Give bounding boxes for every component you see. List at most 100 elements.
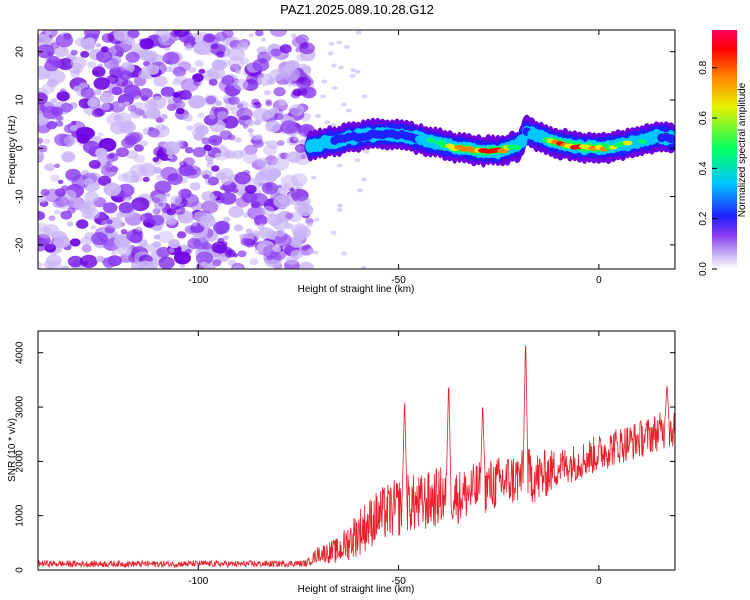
noise-blob bbox=[235, 69, 241, 74]
noise-blob bbox=[48, 215, 56, 221]
noise-blob bbox=[138, 49, 154, 61]
noise-blob bbox=[172, 92, 180, 98]
noise-blob bbox=[255, 30, 264, 37]
noise-blob bbox=[257, 73, 274, 86]
noise-blob bbox=[119, 34, 133, 45]
noise-blob bbox=[192, 73, 204, 82]
noise-blob bbox=[61, 185, 69, 192]
noise-blob bbox=[54, 196, 69, 208]
noise-blob bbox=[242, 124, 249, 129]
noise-blob bbox=[60, 210, 73, 220]
noise-blob bbox=[162, 51, 180, 65]
noise-blob bbox=[184, 44, 193, 51]
spectrogram-image bbox=[38, 30, 675, 269]
noise-blob bbox=[336, 40, 343, 45]
noise-blob bbox=[296, 76, 312, 89]
noise-blob bbox=[285, 255, 298, 265]
noise-blob bbox=[191, 221, 198, 227]
noise-blob bbox=[131, 261, 145, 269]
noise-blob bbox=[174, 251, 191, 265]
noise-blob bbox=[194, 60, 204, 67]
noise-blob bbox=[286, 151, 302, 163]
noise-blob bbox=[126, 150, 138, 160]
noise-blob bbox=[289, 104, 305, 116]
noise-blob bbox=[176, 211, 186, 218]
noise-blob bbox=[112, 114, 121, 121]
noise-blob bbox=[38, 211, 45, 221]
spectrogram-frame bbox=[37, 29, 676, 270]
noise-blob bbox=[55, 120, 64, 127]
noise-blob bbox=[261, 37, 267, 42]
noise-blob bbox=[158, 256, 175, 269]
noise-blob bbox=[50, 174, 60, 182]
noise-blob bbox=[122, 196, 131, 203]
noise-blob bbox=[57, 58, 74, 71]
noise-blob bbox=[233, 78, 249, 91]
figure-title: PAZ1.2025.089.10.28.G12 bbox=[280, 2, 434, 17]
noise-blob bbox=[264, 90, 271, 96]
noise-blob bbox=[299, 42, 315, 55]
noise-blob bbox=[174, 74, 188, 85]
noise-blob bbox=[108, 217, 124, 229]
noise-blob bbox=[111, 86, 123, 96]
noise-blob bbox=[88, 159, 101, 169]
noise-blob bbox=[244, 184, 257, 194]
noise-blob bbox=[168, 239, 181, 249]
noise-blob bbox=[38, 234, 51, 247]
noise-blob bbox=[212, 259, 222, 267]
noise-blob bbox=[216, 111, 228, 120]
y-tick-label: 3000 bbox=[15, 395, 26, 418]
noise-blob bbox=[277, 98, 284, 103]
noise-blob bbox=[185, 35, 196, 44]
noise-blob bbox=[361, 177, 368, 182]
noise-blob bbox=[139, 38, 155, 50]
noise-blob bbox=[227, 47, 245, 61]
noise-blob bbox=[294, 143, 307, 153]
noise-blob bbox=[290, 239, 302, 248]
colorbar-tick-label: 0.2 bbox=[698, 211, 709, 225]
noise-blob bbox=[140, 95, 149, 102]
noise-blob bbox=[237, 250, 247, 258]
noise-blob bbox=[210, 43, 226, 56]
noise-blob bbox=[44, 244, 56, 253]
noise-blob bbox=[115, 112, 132, 125]
noise-blob bbox=[345, 108, 352, 113]
noise-blob bbox=[56, 91, 70, 102]
noise-blob bbox=[211, 241, 228, 254]
noise-blob bbox=[273, 194, 292, 209]
noise-blob bbox=[245, 228, 253, 234]
noise-blob bbox=[57, 179, 64, 184]
noise-blob bbox=[108, 61, 120, 70]
noise-blob bbox=[139, 140, 149, 147]
noise-blob bbox=[38, 33, 51, 47]
noise-blob bbox=[251, 98, 260, 106]
noise-blob bbox=[147, 128, 160, 138]
noise-blob bbox=[327, 51, 334, 56]
noise-blob bbox=[101, 33, 115, 43]
noise-blob bbox=[320, 94, 326, 99]
y-tick-label: 0 bbox=[15, 567, 26, 573]
noise-blob bbox=[152, 156, 160, 163]
noise-blob bbox=[216, 51, 225, 58]
noise-blob bbox=[103, 182, 122, 197]
noise-blob bbox=[156, 174, 164, 181]
noise-blob bbox=[208, 135, 223, 146]
noise-blob bbox=[261, 205, 275, 217]
noise-blob bbox=[275, 229, 286, 237]
noise-blob bbox=[117, 183, 135, 198]
noise-blob bbox=[271, 170, 280, 177]
noise-blob bbox=[201, 191, 215, 202]
noise-blob bbox=[200, 261, 208, 267]
noise-blob bbox=[341, 102, 348, 107]
noise-blob bbox=[70, 49, 78, 56]
noise-blob bbox=[173, 100, 186, 110]
noise-blob bbox=[260, 245, 273, 255]
noise-blob bbox=[336, 163, 343, 168]
noise-blob bbox=[93, 88, 102, 96]
noise-blob bbox=[233, 265, 242, 269]
y-tick-label: 10 bbox=[15, 94, 26, 106]
colorbar-label: Normalized spectral amplitude bbox=[737, 82, 748, 217]
noise-blob bbox=[291, 223, 308, 237]
noise-blob bbox=[48, 55, 60, 65]
